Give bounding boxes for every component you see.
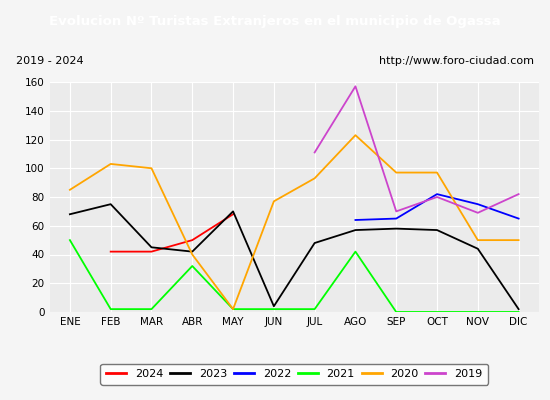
Legend: 2024, 2023, 2022, 2021, 2020, 2019: 2024, 2023, 2022, 2021, 2020, 2019 [101, 364, 488, 385]
Text: http://www.foro-ciudad.com: http://www.foro-ciudad.com [379, 56, 534, 66]
Text: 2019 - 2024: 2019 - 2024 [16, 56, 84, 66]
Text: Evolucion Nº Turistas Extranjeros en el municipio de Ogassa: Evolucion Nº Turistas Extranjeros en el … [49, 16, 501, 28]
